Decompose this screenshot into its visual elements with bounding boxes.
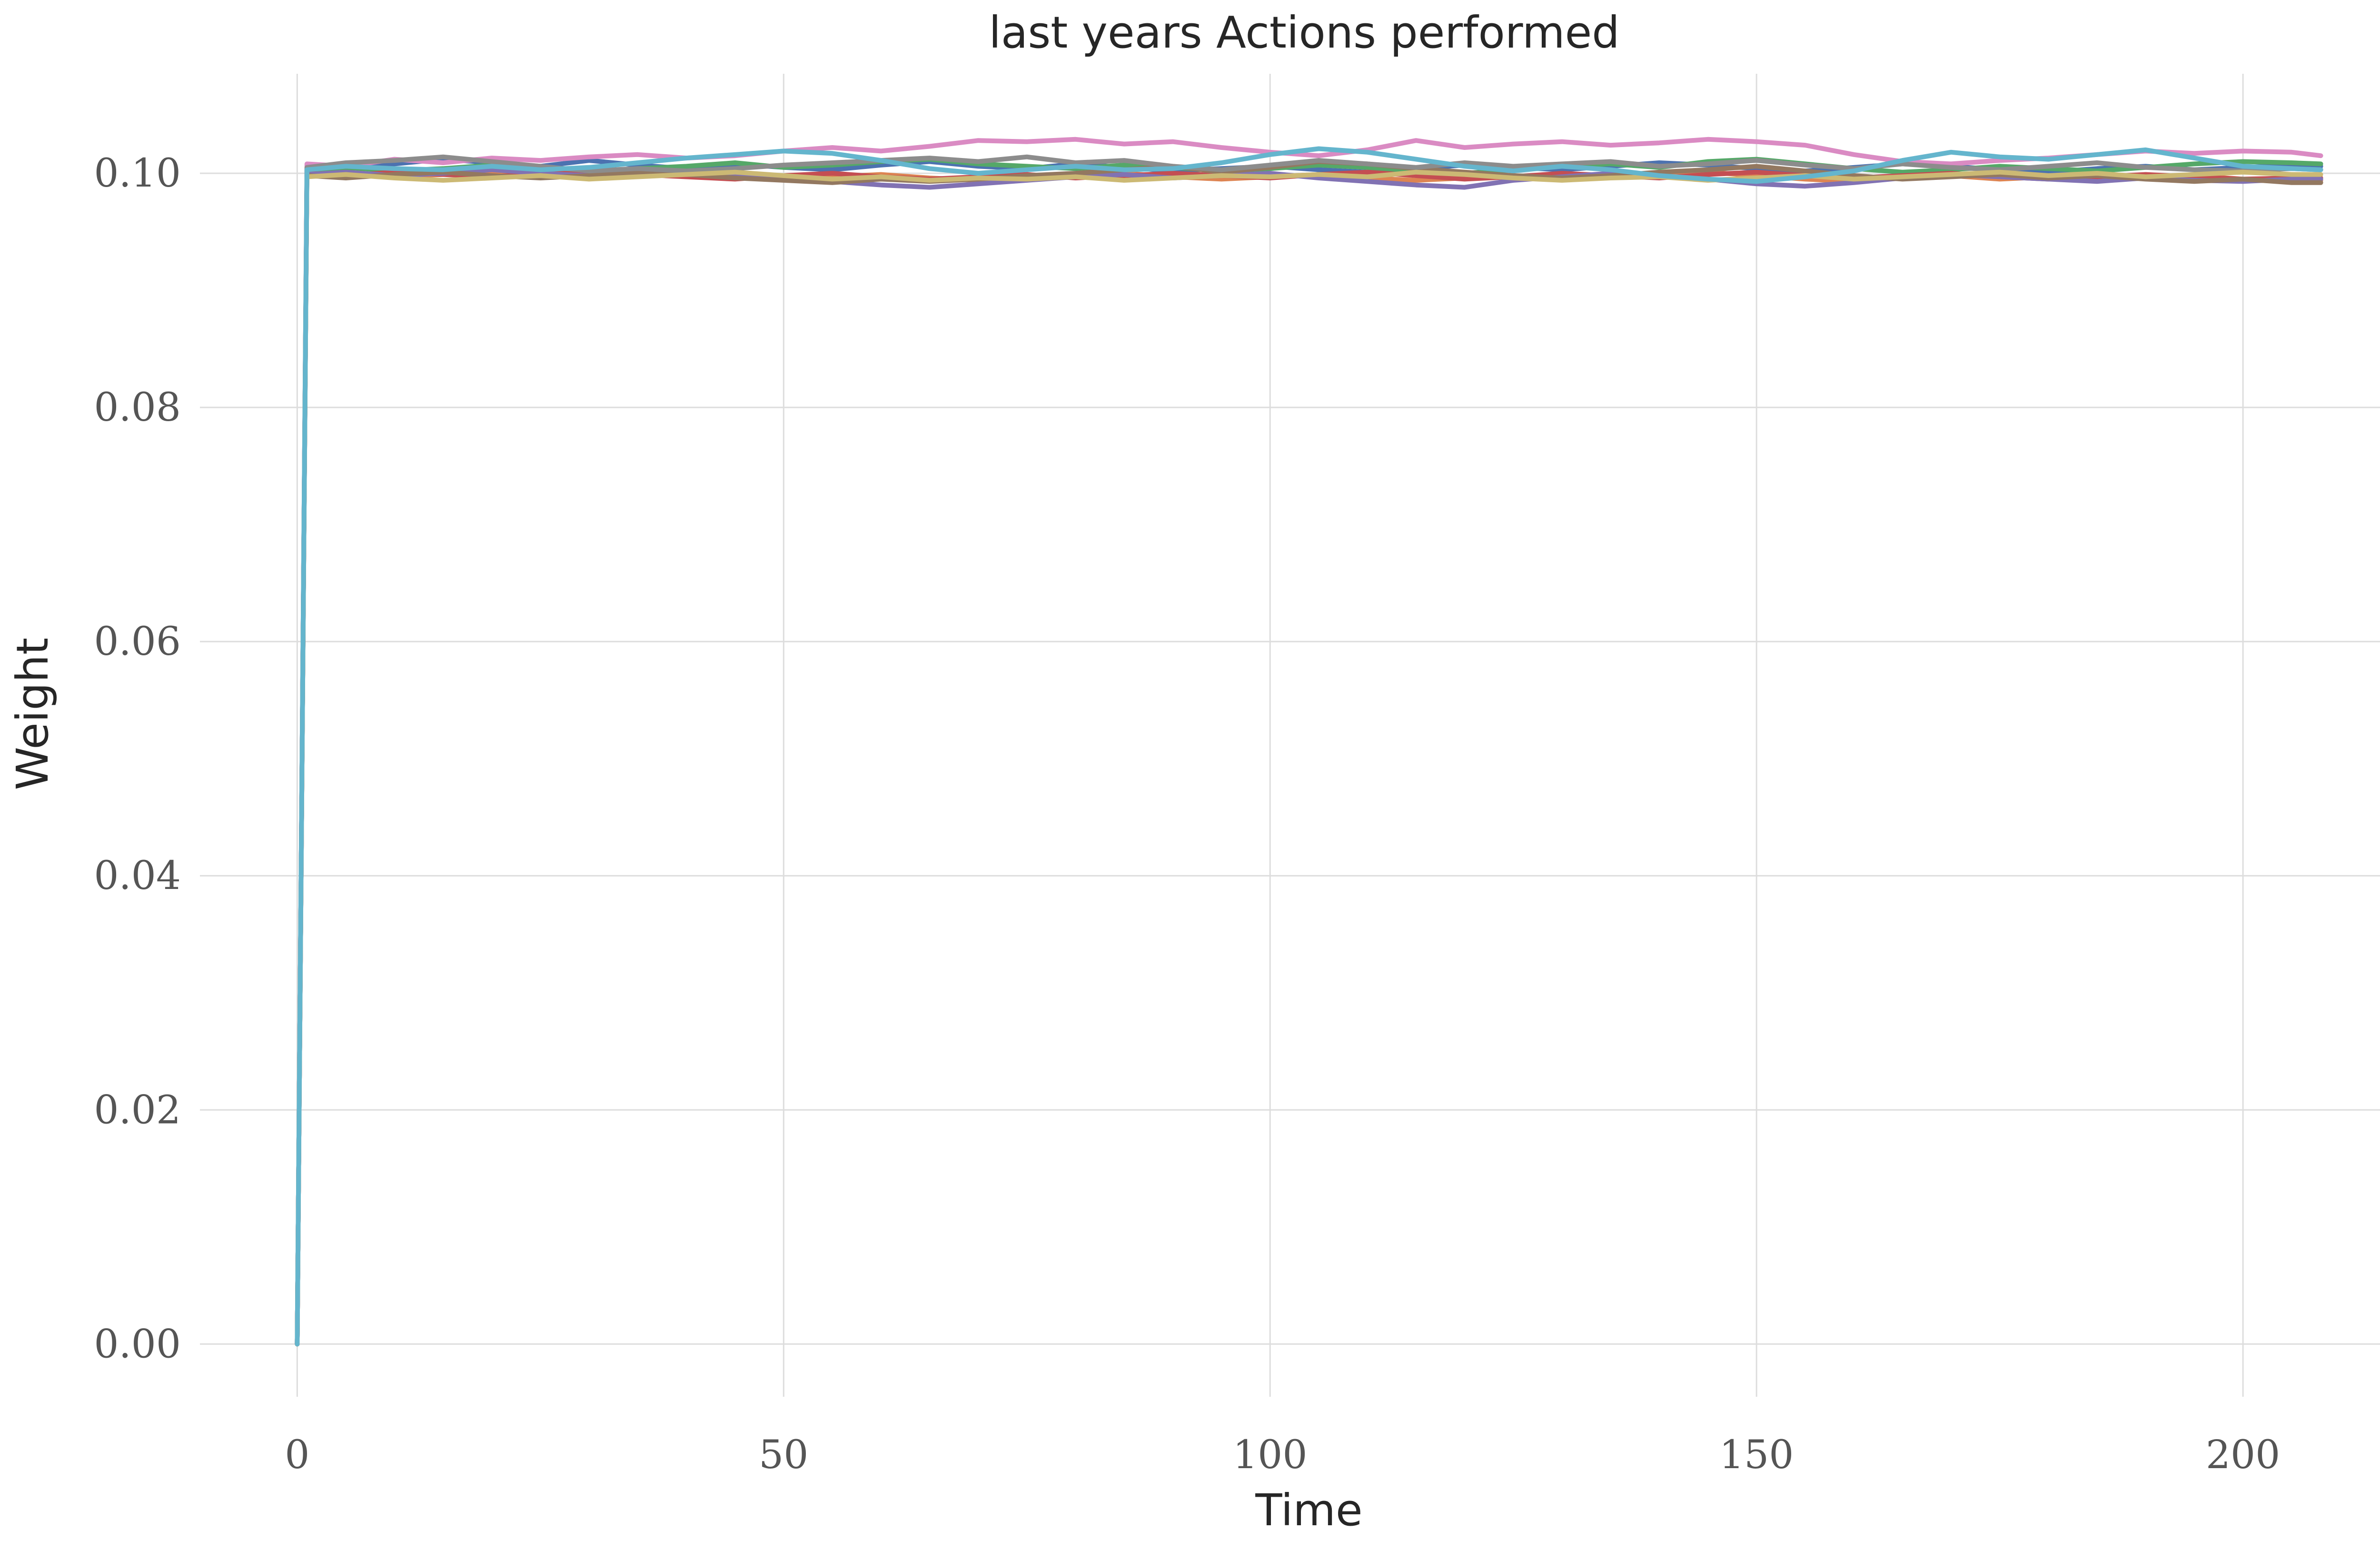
series-line-5 — [295, 167, 2323, 1347]
y-tick-label: 0.08 — [94, 385, 181, 430]
y-tick-label: 0.00 — [94, 1322, 181, 1367]
x-axis-label: Time — [1255, 1485, 1362, 1536]
series-line-2 — [295, 169, 2323, 1347]
series-line-10 — [295, 146, 2323, 1347]
y-axis-label: Weight — [7, 638, 58, 790]
x-tick-label: 0 — [285, 1432, 309, 1478]
y-tick-label: 0.04 — [94, 853, 181, 898]
series-line-8 — [295, 154, 2323, 1347]
y-tick-label: 0.06 — [94, 619, 181, 664]
grid-lines — [200, 74, 2380, 1397]
x-tick-labels: 0 50 100 150 200 — [285, 1432, 2280, 1478]
series-line-6 — [295, 159, 2323, 1347]
x-tick-label: 150 — [1719, 1432, 1794, 1478]
series-line-3 — [295, 157, 2323, 1347]
series-line-1 — [295, 157, 2323, 1347]
x-tick-label: 100 — [1233, 1432, 1308, 1478]
y-tick-label: 0.02 — [94, 1087, 181, 1133]
series-line-7 — [295, 137, 2323, 1347]
series-line-4 — [295, 168, 2323, 1347]
x-tick-label: 200 — [2206, 1432, 2281, 1478]
series-lines — [295, 137, 2323, 1347]
series-line-9 — [295, 169, 2323, 1347]
y-tick-labels: 0.00 0.02 0.04 0.06 0.08 0.10 — [94, 151, 181, 1367]
chart-title: last years Actions performed — [989, 7, 1619, 58]
x-tick-label: 50 — [759, 1432, 808, 1478]
y-tick-label: 0.10 — [94, 151, 181, 196]
